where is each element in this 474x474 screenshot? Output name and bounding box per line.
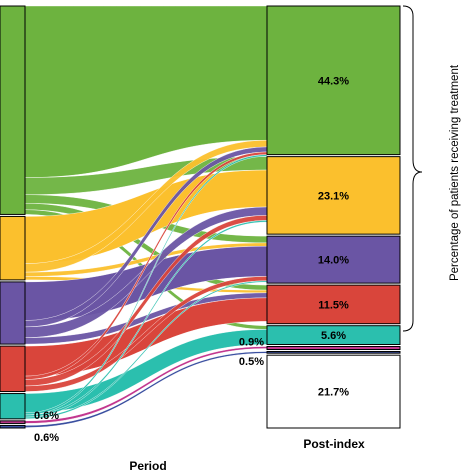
right-node-purple: [266, 235, 401, 284]
right-node-label-white: 21.7%: [318, 387, 349, 399]
left-node-green: [0, 5, 26, 215]
nodes-layer: [0, 5, 401, 429]
flows-layer: [24, 5, 268, 428]
right-node-label-blue: 0.5%: [239, 356, 264, 368]
left-node-red: [0, 345, 26, 393]
left-node-label-blue: 0.6%: [34, 432, 59, 444]
right-node-red: [266, 284, 401, 325]
y-axis-label: Percentage of patients receiving treatme…: [449, 64, 461, 281]
right-node-magenta: [266, 345, 401, 351]
left-node-purple: [0, 281, 26, 345]
left-node-label-magenta: 0.6%: [34, 410, 59, 422]
left-node-yellow: [0, 215, 26, 281]
left-node-magenta: [0, 420, 26, 424]
x-axis-label: Period: [129, 459, 166, 473]
left-node-teal: [0, 393, 26, 420]
right-node-label-red: 11.5%: [318, 299, 349, 311]
labels-layer: Post-index Period Percentage of patients…: [34, 64, 461, 473]
right-node-label-yellow: 23.1%: [318, 190, 349, 202]
right-node-teal: [266, 325, 401, 345]
right-node-label-magenta: 0.9%: [239, 336, 264, 348]
flow-green-to-green: [24, 5, 268, 178]
right-node-label-purple: 14.0%: [318, 255, 349, 267]
left-node-blue: [0, 424, 26, 429]
right-node-label-green: 44.3%: [318, 75, 349, 87]
right-node-blue: [266, 351, 401, 354]
right-node-white: [266, 354, 401, 429]
y-axis-bracket: [402, 5, 423, 332]
right-node-green: [266, 5, 401, 156]
right-node-label-teal: 5.6%: [321, 330, 346, 342]
column-label-post-index: Post-index: [303, 437, 365, 451]
right-node-yellow: [266, 156, 401, 235]
